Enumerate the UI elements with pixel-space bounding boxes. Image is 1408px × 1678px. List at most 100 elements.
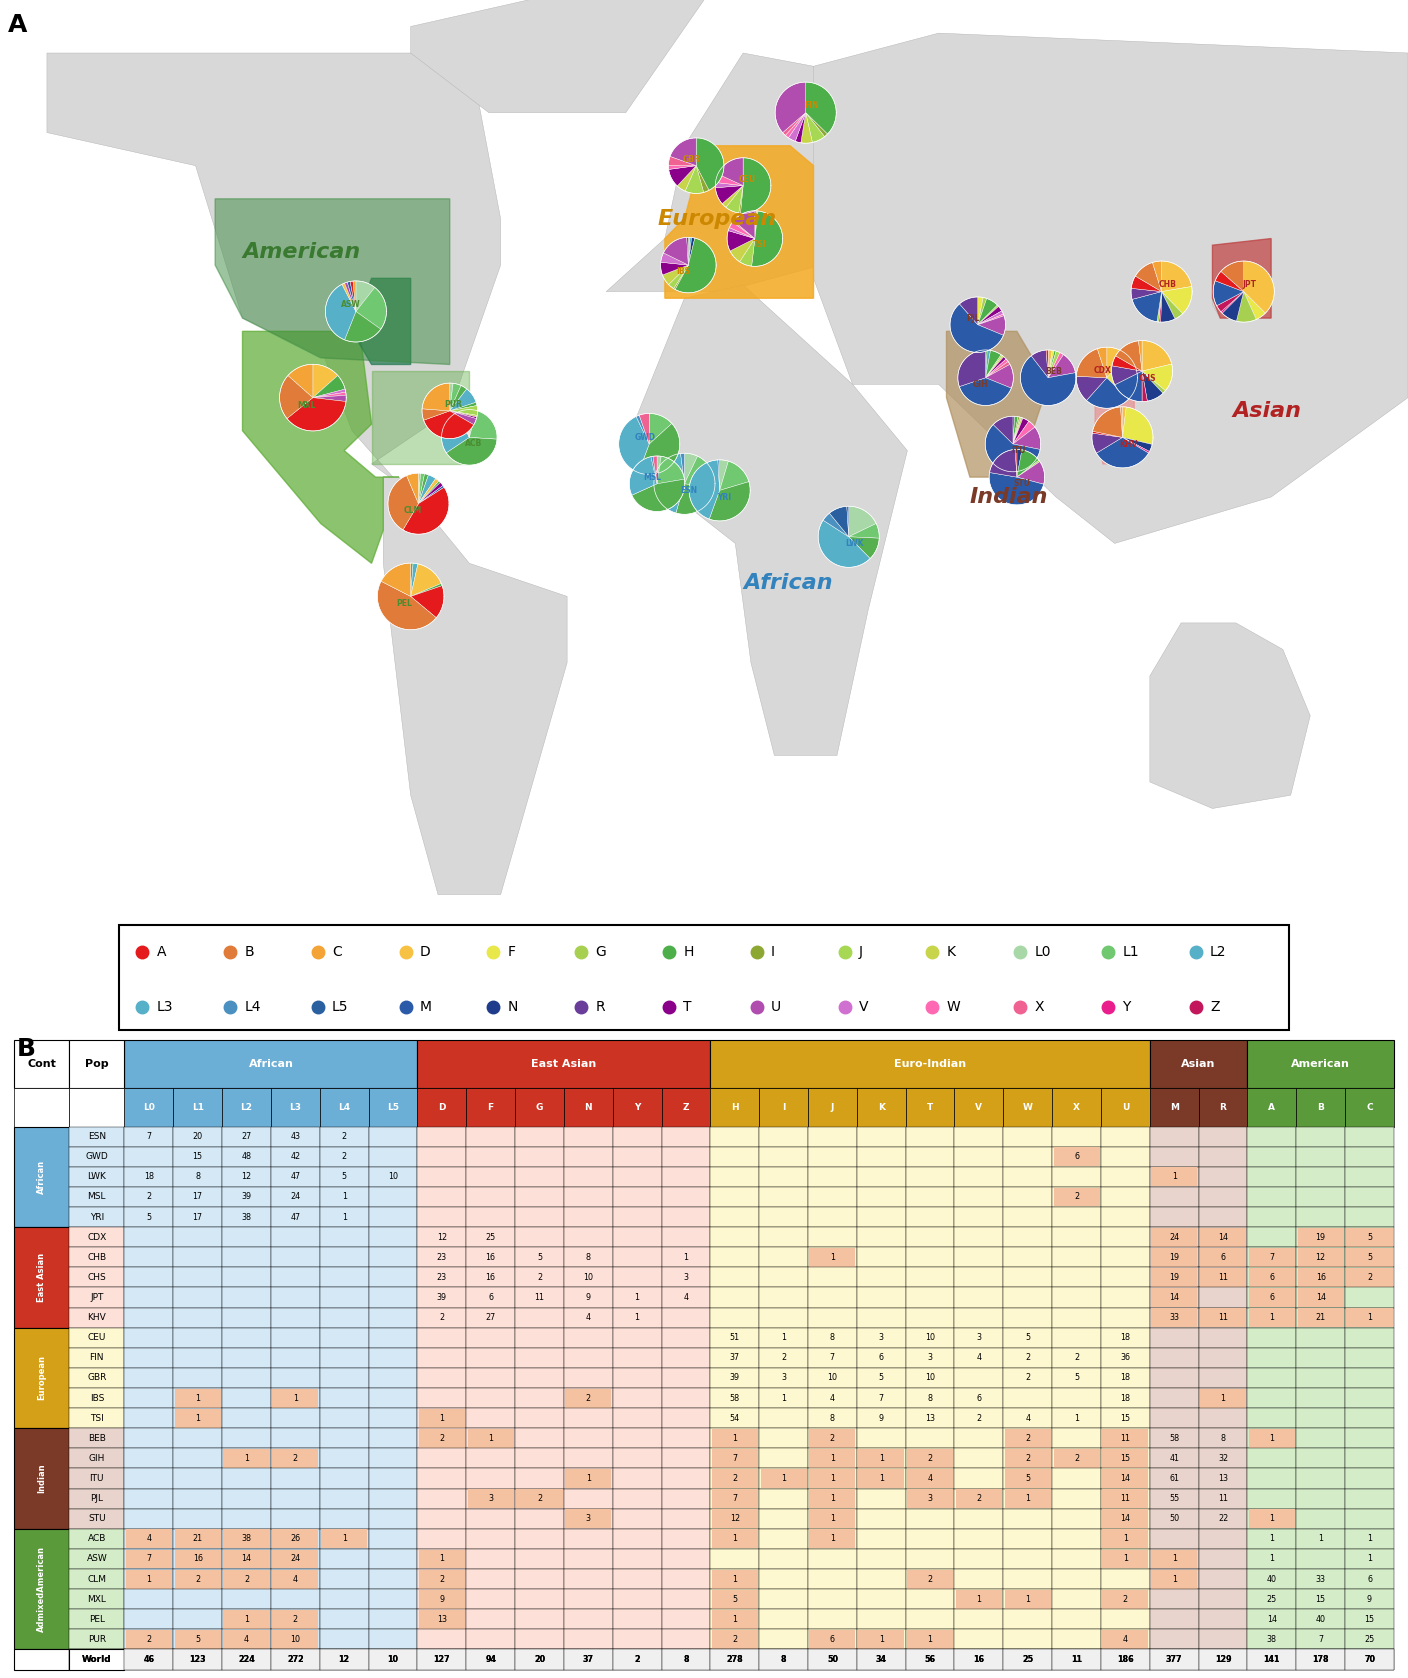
Polygon shape [1017,450,1022,477]
Bar [808,1388,857,1408]
Text: GBR: GBR [683,154,700,164]
Polygon shape [348,282,356,312]
Text: 2: 2 [976,1493,981,1503]
Bar [124,1649,173,1670]
Bar [759,1609,808,1629]
Bar [417,1040,711,1087]
Polygon shape [411,564,413,596]
Bar [515,1227,563,1247]
Bar [563,1126,612,1146]
Bar [1052,1307,1101,1327]
Bar [69,1146,124,1166]
Text: 1: 1 [781,1473,786,1483]
Bar [1345,1529,1394,1549]
Bar [1005,1470,1050,1488]
Bar [1345,1428,1394,1448]
Bar [124,1146,173,1166]
Bar [320,1488,369,1509]
Polygon shape [313,389,346,398]
Polygon shape [824,513,849,537]
Bar [417,1287,466,1307]
Bar [1198,1247,1247,1267]
Bar [515,1347,563,1368]
Text: 41: 41 [1169,1453,1180,1463]
Bar [1200,1389,1246,1408]
Bar [124,1307,173,1327]
Bar [1247,1040,1394,1087]
Bar [1346,1248,1393,1267]
Bar [857,1267,905,1287]
Text: K: K [877,1102,884,1111]
Bar [1345,1388,1394,1408]
Bar [712,1589,758,1609]
Bar [69,1388,124,1408]
Text: 10: 10 [389,1173,398,1181]
Text: Z: Z [683,1102,689,1111]
Bar [417,1468,466,1488]
Text: 5: 5 [732,1594,738,1604]
Text: Pop: Pop [84,1059,108,1069]
Polygon shape [1221,292,1243,314]
Text: 2: 2 [146,1634,152,1644]
Bar [466,1549,515,1569]
Polygon shape [1212,238,1271,319]
Bar [1198,1529,1247,1549]
Text: 33: 33 [1315,1574,1326,1584]
Bar [759,1166,808,1186]
Bar [222,1428,270,1448]
Polygon shape [411,586,444,618]
Text: 7: 7 [732,1453,738,1463]
Text: 6: 6 [829,1634,835,1644]
Polygon shape [418,473,425,503]
Bar [955,1549,1004,1569]
Polygon shape [665,146,814,299]
Bar [418,1569,465,1589]
Bar [515,1087,563,1126]
Text: 123: 123 [190,1655,206,1665]
Bar [173,1529,222,1549]
Bar [662,1549,711,1569]
Bar [1150,1347,1198,1368]
Bar [662,1087,711,1126]
Polygon shape [1152,262,1162,292]
Bar [711,1227,759,1247]
Bar [124,1040,417,1087]
Bar [466,1166,515,1186]
Polygon shape [418,473,428,503]
Text: 12: 12 [241,1173,252,1181]
Bar [1345,1549,1394,1569]
Polygon shape [442,413,469,453]
Polygon shape [353,280,356,312]
Polygon shape [1012,421,1035,445]
Bar [759,1589,808,1609]
Bar [466,1488,515,1509]
Bar [14,1529,69,1649]
Text: W: W [946,1000,960,1014]
Text: 1: 1 [586,1473,591,1483]
Bar [956,1490,1002,1509]
Text: 1: 1 [781,1334,786,1342]
Bar [1247,1186,1297,1206]
Text: 377: 377 [1166,1655,1183,1665]
Bar [712,1529,758,1549]
Text: CLM: CLM [404,507,422,515]
Bar [466,1307,515,1327]
Bar [1150,1166,1198,1186]
Bar [662,1589,711,1609]
Polygon shape [986,361,1010,378]
Bar [69,1126,124,1146]
Bar [124,1408,173,1428]
Bar [1101,1287,1150,1307]
Bar [612,1448,662,1468]
Text: 7: 7 [829,1354,835,1363]
Text: N: N [584,1102,593,1111]
Bar [1247,1488,1297,1509]
Bar [563,1428,612,1448]
Polygon shape [356,280,375,312]
Bar [224,1569,269,1589]
Text: 1: 1 [1270,1433,1274,1443]
Polygon shape [1221,262,1243,292]
Bar [711,1649,759,1670]
Text: 5: 5 [1025,1473,1031,1483]
Text: 50: 50 [1169,1514,1180,1524]
